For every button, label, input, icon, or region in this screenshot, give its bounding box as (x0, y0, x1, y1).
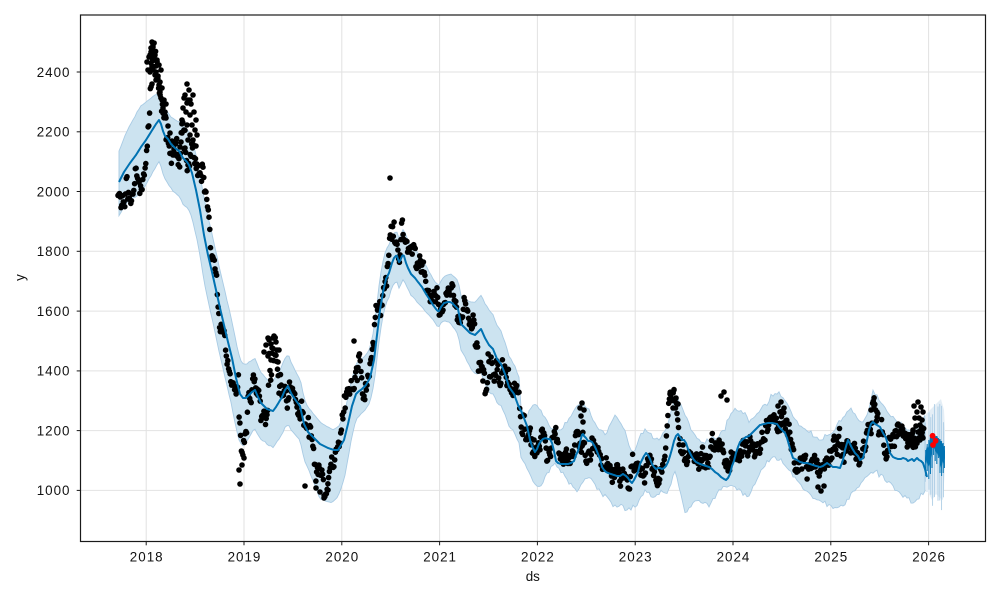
svg-text:2000: 2000 (37, 184, 71, 199)
svg-text:1400: 1400 (37, 364, 71, 379)
svg-text:2025: 2025 (814, 550, 848, 565)
svg-text:2021: 2021 (423, 550, 457, 565)
svg-text:2018: 2018 (130, 550, 164, 565)
svg-text:2024: 2024 (717, 550, 751, 565)
svg-text:2022: 2022 (521, 550, 555, 565)
svg-text:1000: 1000 (37, 483, 71, 498)
svg-text:2026: 2026 (912, 550, 946, 565)
svg-text:2019: 2019 (228, 550, 262, 565)
svg-text:1600: 1600 (37, 304, 71, 319)
svg-text:2020: 2020 (325, 550, 359, 565)
svg-text:1800: 1800 (37, 244, 71, 259)
svg-text:2023: 2023 (619, 550, 653, 565)
svg-text:2400: 2400 (37, 65, 71, 80)
svg-text:ds: ds (526, 569, 540, 584)
svg-text:y: y (13, 274, 28, 281)
svg-text:1200: 1200 (37, 423, 71, 438)
svg-text:2200: 2200 (37, 125, 71, 140)
